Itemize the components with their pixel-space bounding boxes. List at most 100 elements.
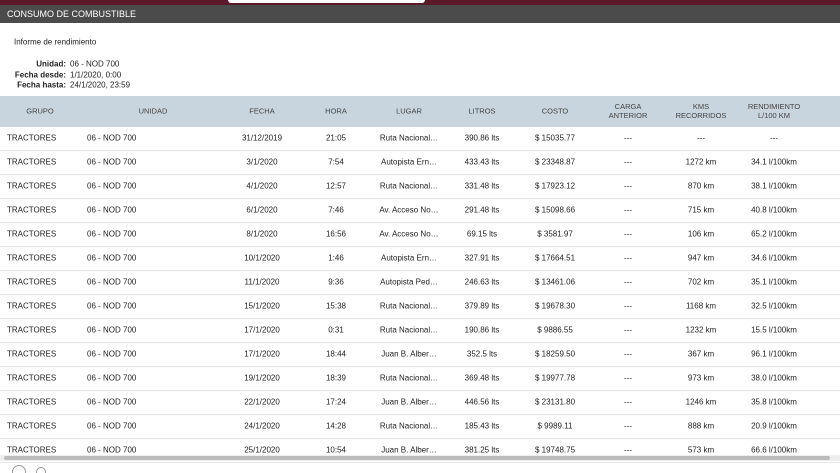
- cell: 32.5 l/100km: [751, 301, 797, 311]
- cell: 11/1/2020: [244, 277, 280, 287]
- cell: Juan B. Alber…: [381, 349, 437, 359]
- column-header: LUGAR: [396, 106, 422, 116]
- cell: 14:28: [325, 421, 347, 431]
- cell: ---: [624, 133, 632, 143]
- row-divider: [0, 294, 840, 295]
- cell: Ruta Nacional…: [379, 373, 439, 383]
- column-header: CARGA ANTERIOR: [608, 102, 648, 120]
- column-header: GRUPO: [26, 106, 54, 116]
- cell: ---: [770, 133, 778, 143]
- cell: $ 18259.50: [534, 349, 576, 359]
- cell: $ 17664.51: [534, 253, 576, 263]
- row-divider: [0, 390, 840, 391]
- cell: 10/1/2020: [244, 253, 280, 263]
- cell: ---: [624, 397, 632, 407]
- cell: 06 - NOD 700: [87, 301, 137, 311]
- cell: 69.15 lts: [466, 229, 498, 239]
- cell: 15/1/2020: [244, 301, 280, 311]
- footer-icon[interactable]: [36, 467, 46, 473]
- cell: TRACTORES: [7, 133, 57, 143]
- cell: 65.2 l/100km: [751, 229, 797, 239]
- cell: 25/1/2020: [244, 445, 280, 455]
- cell: $ 13461.06: [534, 277, 576, 287]
- cell: 573 km: [687, 445, 715, 455]
- cell: ---: [624, 181, 632, 191]
- row-divider: [0, 366, 840, 367]
- tab: [228, 0, 425, 3]
- cell: 34.6 l/100km: [751, 253, 797, 263]
- column-header: FECHA: [249, 106, 275, 116]
- title-bar: [0, 5, 840, 23]
- cell: 352.5 lts: [466, 349, 498, 359]
- cell: Ruta Nacional…: [379, 301, 439, 311]
- field-label: Unidad:: [36, 59, 66, 69]
- cell: TRACTORES: [7, 277, 57, 287]
- footer-icon[interactable]: [12, 465, 26, 473]
- row-divider: [0, 198, 840, 199]
- cell: 35.8 l/100km: [751, 397, 797, 407]
- cell: ---: [624, 349, 632, 359]
- cell: 06 - NOD 700: [87, 373, 137, 383]
- row-divider: [0, 246, 840, 247]
- cell: Ruta Nacional…: [379, 181, 439, 191]
- cell: 291.48 lts: [464, 205, 500, 215]
- cell: 24/1/2020: [244, 421, 280, 431]
- cell: 1168 km: [685, 301, 717, 311]
- cell: ---: [624, 301, 632, 311]
- cell: Ruta Nacional…: [379, 133, 439, 143]
- cell: 12:57: [325, 181, 347, 191]
- cell: ---: [624, 229, 632, 239]
- cell: 96.1 l/100km: [751, 349, 797, 359]
- cell: 18:44: [325, 349, 347, 359]
- cell: TRACTORES: [7, 253, 57, 263]
- cell: 21:05: [325, 133, 347, 143]
- cell: $ 19977.78: [534, 373, 576, 383]
- cell: 06 - NOD 700: [87, 325, 137, 335]
- cell: TRACTORES: [7, 397, 57, 407]
- cell: 15.5 l/100km: [751, 325, 797, 335]
- cell: 10:54: [325, 445, 347, 455]
- cell: Ruta Nacional…: [379, 421, 439, 431]
- cell: 66.6 l/100km: [751, 445, 797, 455]
- cell: 16:56: [325, 229, 347, 239]
- scroll-thumb[interactable]: [4, 456, 830, 460]
- report-title: Informe de rendimiento: [14, 37, 97, 47]
- cell: TRACTORES: [7, 349, 57, 359]
- title: CONSUMO DE COMBUSTIBLE: [7, 9, 137, 19]
- cell: 1272 km: [685, 157, 717, 167]
- cell: 17/1/2020: [244, 349, 280, 359]
- cell: 06 - NOD 700: [87, 421, 137, 431]
- cell: 446.56 lts: [464, 397, 500, 407]
- row-divider: [0, 150, 840, 151]
- cell: 06 - NOD 700: [87, 157, 137, 167]
- field-value: 1/1/2020, 0:00: [70, 70, 122, 79]
- cell: $ 19748.75: [534, 445, 576, 455]
- cell: 06 - NOD 700: [87, 229, 137, 239]
- cell: $ 23348.87: [534, 157, 576, 167]
- cell: Autopista Ped…: [380, 277, 438, 287]
- cell: 38.1 l/100km: [751, 181, 797, 191]
- cell: 06 - NOD 700: [87, 277, 137, 287]
- cell: Av. Acceso No…: [379, 205, 439, 215]
- cell: $ 15098.66: [534, 205, 576, 215]
- cell: ---: [624, 421, 632, 431]
- cell: ---: [624, 373, 632, 383]
- cell: 06 - NOD 700: [87, 349, 137, 359]
- row-divider: [0, 174, 840, 175]
- cell: 1246 km: [685, 397, 717, 407]
- cell: ---: [624, 445, 632, 455]
- row-divider: [0, 222, 840, 223]
- column-header: KMS RECORRIDOS: [675, 102, 727, 120]
- cell: 17/1/2020: [244, 325, 280, 335]
- cell: TRACTORES: [7, 229, 57, 239]
- cell: 331.48 lts: [464, 181, 500, 191]
- cell: 702 km: [687, 277, 715, 287]
- cell: 8/1/2020: [246, 229, 278, 239]
- cell: ---: [697, 133, 705, 143]
- cell: 106 km: [687, 229, 715, 239]
- cell: ---: [624, 277, 632, 287]
- cell: $ 19678.30: [534, 301, 576, 311]
- cell: 19/1/2020: [244, 373, 280, 383]
- cell: 6/1/2020: [246, 205, 278, 215]
- row-divider: [0, 438, 840, 439]
